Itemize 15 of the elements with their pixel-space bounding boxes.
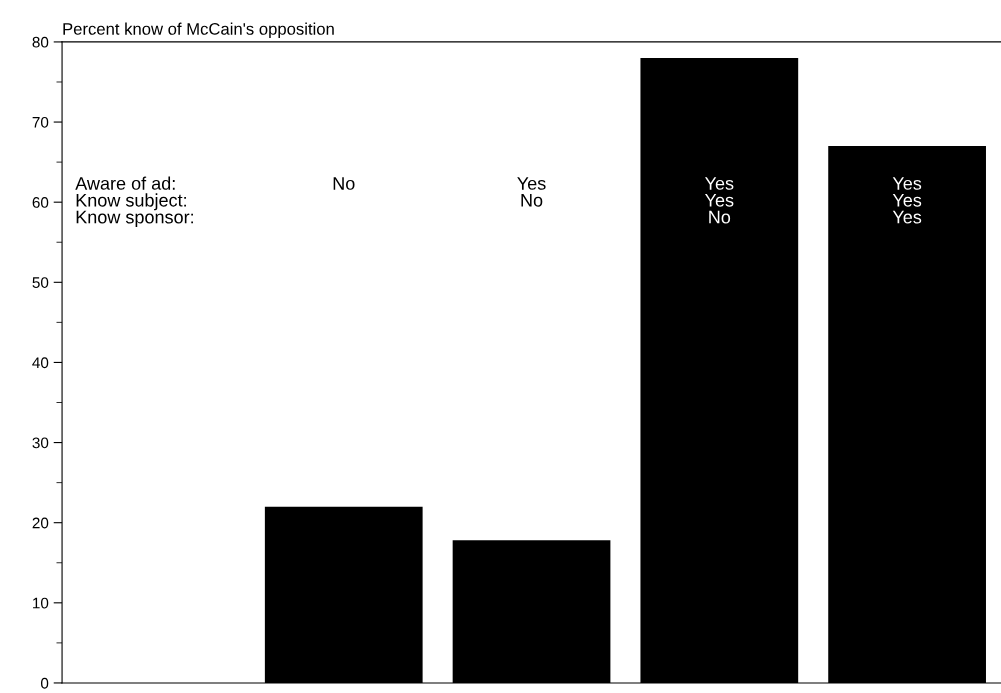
- y-tick-label: 0: [40, 677, 49, 689]
- x-tick-label: Yes Yes Yes: [892, 177, 922, 224]
- y-tick-label: 50: [32, 277, 49, 288]
- y-tick-label: 40: [32, 357, 49, 369]
- chart-title: Percent know of McCain's opposition: [63, 22, 334, 39]
- y-tick-label: 70: [32, 116, 49, 128]
- x-tick-label: Yes Yes No: [704, 177, 734, 224]
- y-tick-label: 20: [32, 517, 49, 529]
- annotation: Aware of ad: Know subject: Know sponsor:: [75, 176, 193, 228]
- x-tick-label: No: [333, 177, 355, 190]
- y-tick-label: 60: [32, 197, 49, 208]
- y-tick-label: 80: [32, 36, 49, 48]
- y-tick-label: 30: [32, 437, 49, 449]
- y-tick-label: 10: [33, 597, 49, 609]
- x-tick-label: Yes No: [517, 177, 546, 207]
